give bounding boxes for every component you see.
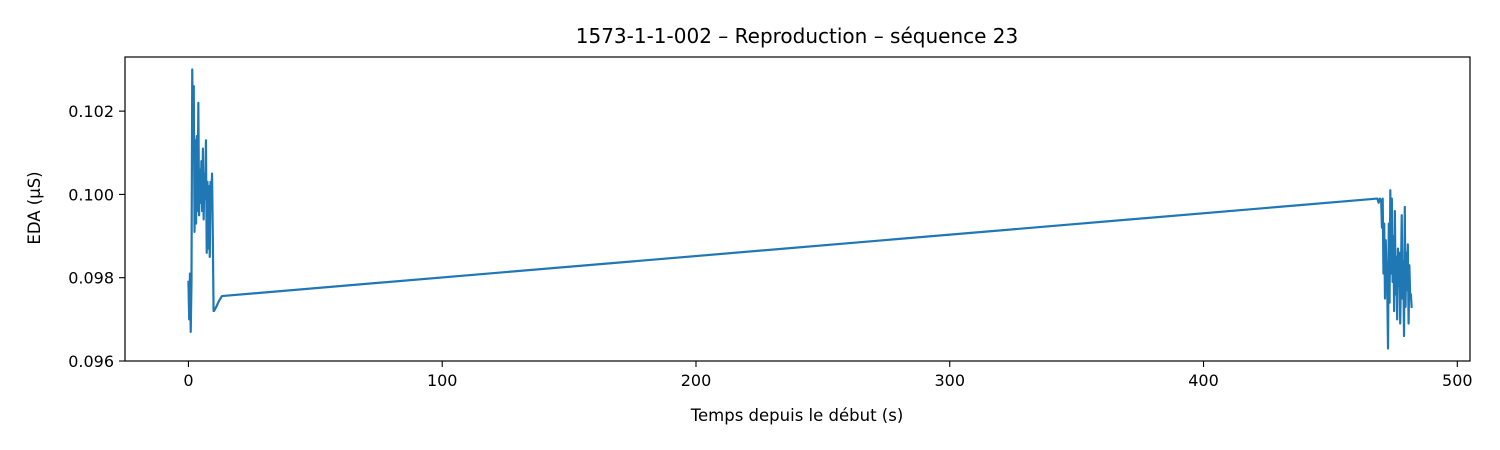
x-tick-label: 500 [1442, 371, 1473, 390]
series-line-0 [187, 68, 1413, 350]
x-tick-label: 100 [427, 371, 458, 390]
y-tick-label: 0.102 [68, 102, 114, 121]
plot-frame [124, 56, 1471, 362]
chart-title: 1573-1-1-002 – Reproduction – séquence 2… [576, 24, 1018, 48]
y-tick-label: 0.098 [68, 269, 114, 288]
x-tick-label: 300 [934, 371, 965, 390]
y-tick-label: 0.096 [68, 352, 114, 371]
y-tick-label: 0.100 [68, 185, 114, 204]
x-tick-label: 200 [681, 371, 712, 390]
plot-area: 0 100 200 300 400 500 0.096 0.098 0.100 0.102 [68, 56, 1473, 390]
x-axis-label: Temps depuis le début (s) [690, 406, 904, 425]
y-axis-label: EDA (µS) [25, 171, 44, 244]
x-tick-label: 400 [1188, 371, 1219, 390]
x-tick-label: 0 [183, 371, 193, 390]
